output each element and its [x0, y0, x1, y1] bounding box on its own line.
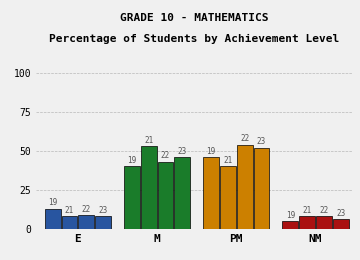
Text: 23: 23 — [336, 209, 345, 218]
Text: 23: 23 — [178, 147, 187, 156]
Text: 22: 22 — [82, 205, 91, 213]
Bar — [62, 216, 77, 229]
Text: 19: 19 — [127, 156, 136, 165]
Text: 23: 23 — [257, 138, 266, 146]
Bar — [220, 166, 236, 229]
Text: 21: 21 — [302, 206, 312, 215]
Text: 21: 21 — [144, 136, 153, 145]
Bar — [174, 157, 190, 229]
Bar — [78, 215, 94, 229]
Text: 21: 21 — [65, 206, 74, 215]
Bar — [203, 157, 219, 229]
Text: 21: 21 — [223, 156, 233, 165]
Bar — [237, 145, 253, 229]
Bar — [158, 162, 174, 229]
Text: 23: 23 — [99, 206, 108, 215]
Bar — [141, 146, 157, 229]
Bar — [299, 216, 315, 229]
Bar — [95, 216, 111, 229]
Text: 19: 19 — [286, 211, 295, 220]
Bar — [333, 219, 348, 229]
Bar — [283, 221, 298, 229]
Text: 22: 22 — [319, 206, 329, 215]
Bar — [316, 216, 332, 229]
Text: 19: 19 — [207, 147, 216, 156]
Text: 22: 22 — [240, 134, 249, 143]
Text: GRADE 10 - MATHEMATICS: GRADE 10 - MATHEMATICS — [120, 13, 269, 23]
Text: 22: 22 — [161, 152, 170, 160]
Bar — [253, 148, 269, 229]
Bar — [45, 209, 61, 229]
Bar — [124, 166, 140, 229]
Text: 19: 19 — [48, 198, 57, 207]
Text: Percentage of Students by Achievement Level: Percentage of Students by Achievement Le… — [49, 34, 339, 44]
